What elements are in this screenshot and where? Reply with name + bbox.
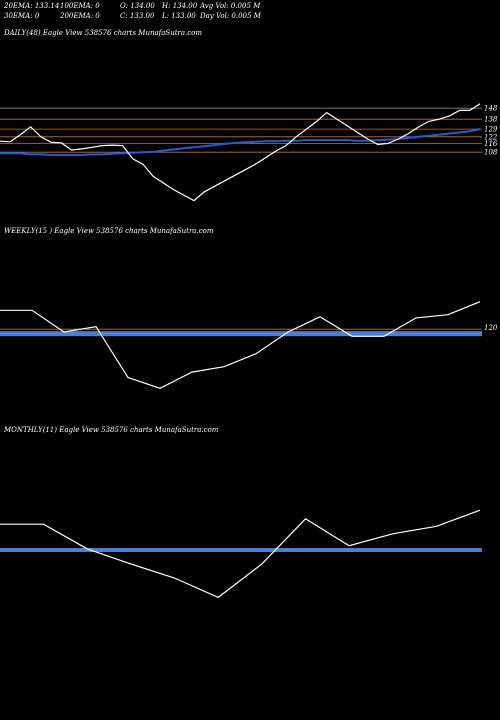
daily-panel-title: DAILY(48) Eagle View 538576 charts Munaf… — [3, 29, 202, 37]
weekly-price-line — [0, 301, 481, 389]
daily-price-line — [0, 103, 481, 202]
header-ema100: 100EMA: 0 — [60, 2, 100, 10]
monthly-price-line — [0, 509, 481, 599]
header-day-vol: Day Vol: 0.005 M — [200, 12, 261, 20]
daily-level-label: 122 — [484, 133, 498, 141]
header-ema30: 30EMA: 0 — [4, 12, 40, 20]
daily-level-label: 138 — [484, 116, 498, 124]
daily-level-label: 108 — [484, 149, 498, 157]
header-avg-vol: Avg Vol: 0.005 M — [200, 2, 261, 10]
header-high: H: 134.00 — [162, 2, 198, 10]
monthly-level-band — [0, 548, 482, 552]
header-ema200: 200EMA: 0 — [60, 12, 100, 20]
daily-level-label: 148 — [484, 105, 498, 113]
weekly-panel-title: WEEKLY(15 ) Eagle View 538576 charts Mun… — [4, 227, 214, 235]
daily-level-label: 116 — [484, 140, 498, 148]
header-ema20: 20EMA: 133.14 — [4, 2, 60, 10]
weekly-level-label: 120 — [484, 324, 498, 332]
daily-ema-line — [0, 128, 481, 156]
header-close: C: 133.00 — [120, 12, 155, 20]
header-low: L: 133.00 — [162, 12, 196, 20]
monthly-panel-title: MONTHLY(11) Eagle View 538576 charts Mun… — [3, 426, 219, 434]
header-open: O: 134.00 — [120, 2, 155, 10]
daily-level-label: 129 — [484, 126, 498, 134]
weekly-level-band — [0, 331, 482, 337]
